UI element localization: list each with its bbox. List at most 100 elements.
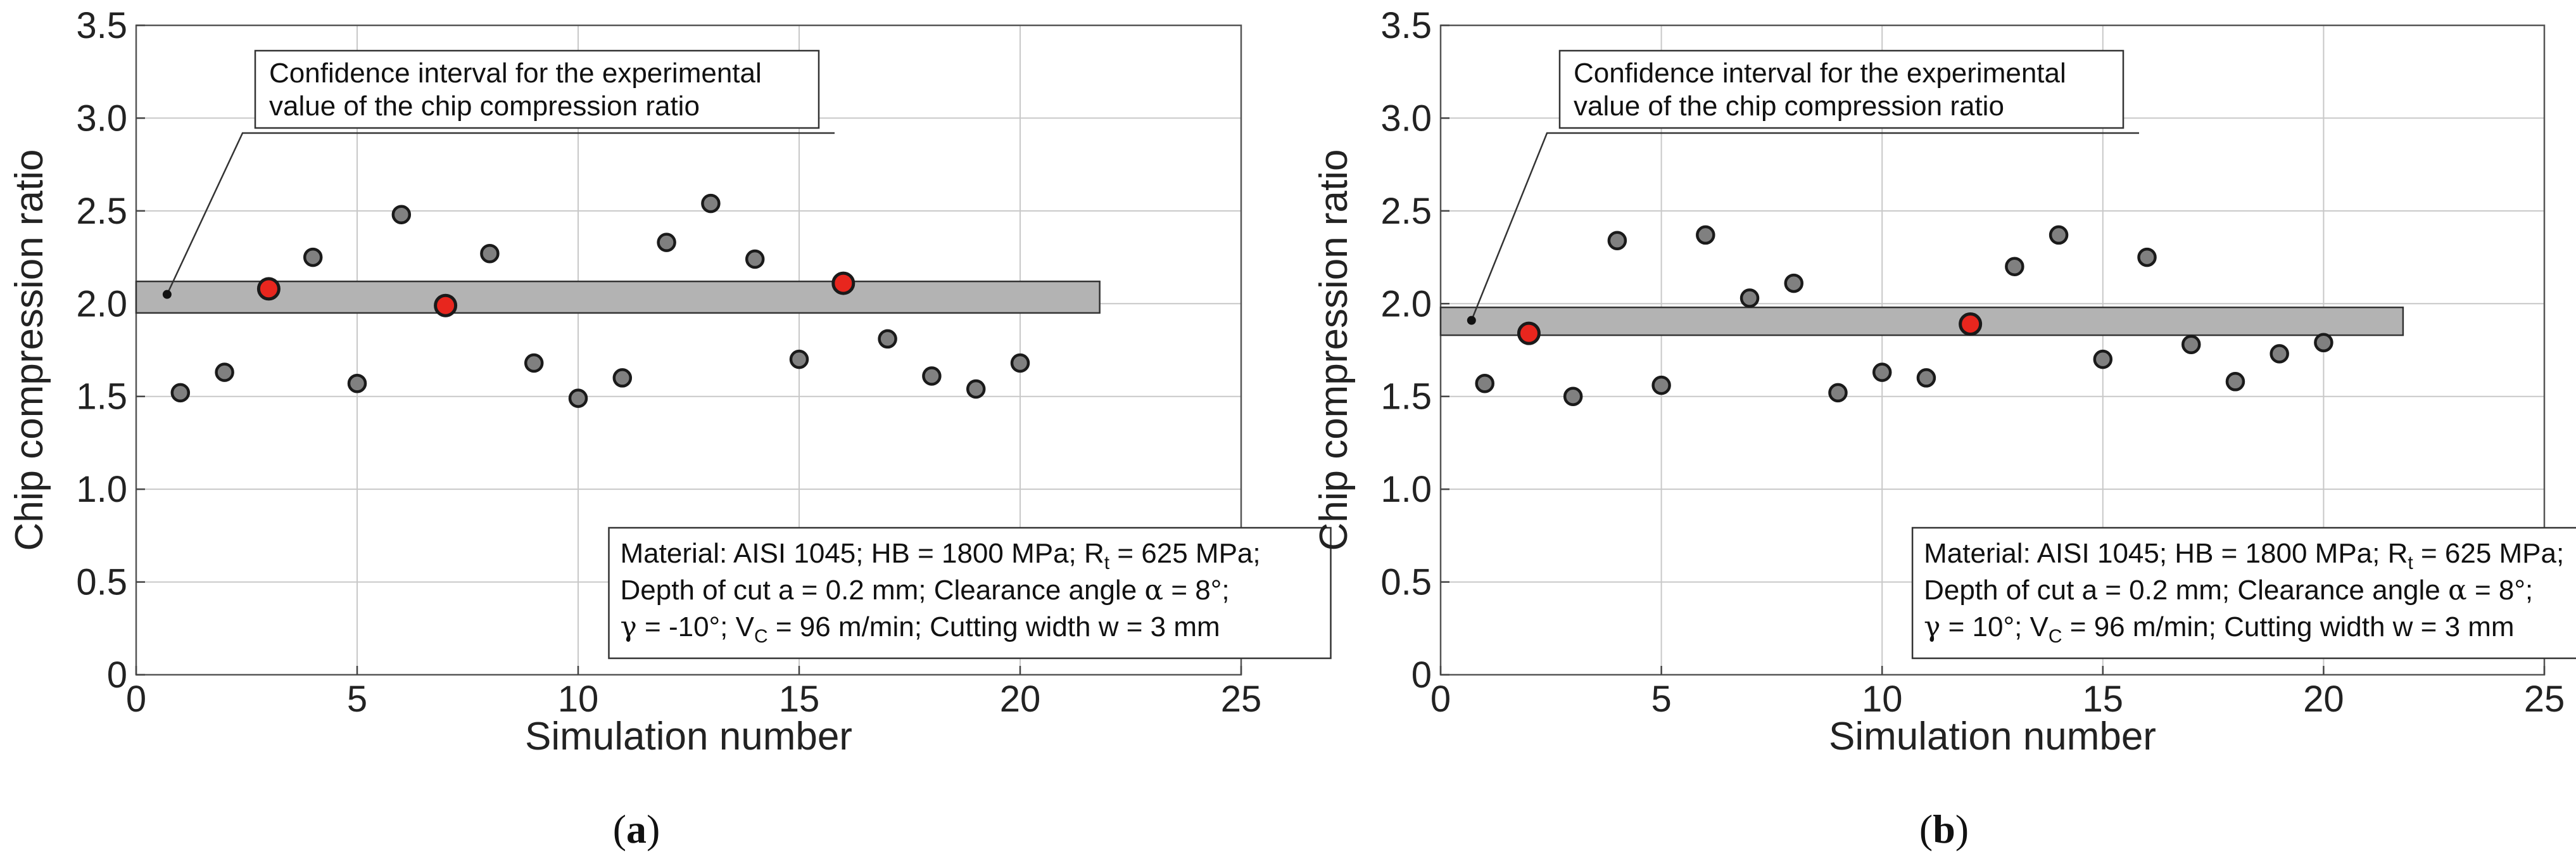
parameters-text: = 8°; (2467, 575, 2533, 606)
x-tick-label: 20 (1000, 679, 1041, 720)
data-point (1784, 273, 1804, 293)
data-point (2270, 344, 2289, 364)
y-tick-label: 3.5 (1380, 5, 1432, 46)
parameters-line: γ = -10°; VC = 96 m/min; Cutting width w… (621, 611, 1220, 647)
data-point (170, 383, 191, 403)
parameters-subscript: t (2408, 552, 2413, 573)
y-tick-label: 2.0 (1380, 283, 1432, 324)
y-axis-title: Chip compression ratio (8, 149, 51, 551)
parameters-text: = 96 m/min; Cutting width w = 3 mm (2062, 611, 2515, 642)
parameters-text: Material: AISI 1045; HB = 1800 MPa; R (621, 538, 1104, 569)
data-point (2225, 372, 2245, 392)
parameters-text: Depth of cut a = 0.2 mm; Clearance angle (621, 575, 1145, 606)
data-point (1563, 386, 1583, 406)
y-tick-label: 2.5 (76, 191, 127, 232)
y-tick-label: 3.0 (1380, 98, 1432, 139)
parameters-greek-symbol: α (1144, 574, 1163, 606)
x-axis-title: Simulation number (525, 715, 852, 758)
plot-frame (135, 24, 1242, 676)
panel-label: (a) (613, 807, 660, 852)
annotation-text: value of the chip compression ratio (269, 91, 700, 122)
data-point (966, 379, 986, 399)
parameters-text: Depth of cut a = 0.2 mm; Clearance angle (1924, 575, 2448, 606)
parameters-greek-symbol: γ (1924, 611, 1940, 643)
data-point (745, 249, 765, 269)
data-point (568, 388, 588, 408)
y-tick-label: 0 (1411, 654, 1432, 696)
y-tick-label: 2.0 (76, 283, 127, 324)
data-point (480, 243, 500, 264)
data-point (1696, 225, 1715, 245)
parameters-box (1911, 527, 2576, 660)
x-tick-label: 10 (558, 679, 599, 720)
parameters-greek-symbol: γ (621, 611, 637, 643)
annotation-text: value of the chip compression ratio (1574, 91, 2004, 122)
annotation-leader-line (166, 132, 835, 295)
data-point (701, 193, 721, 214)
x-axis-title: Simulation number (1829, 715, 2156, 758)
annotation-pointer-dot (1467, 316, 1476, 325)
annotation-leader-line (1470, 132, 2139, 321)
data-point (1739, 288, 1760, 308)
parameters-text: = 10°; V (1940, 611, 2049, 642)
annotation-box (1558, 49, 2125, 129)
panel-label: (b) (1919, 807, 1969, 852)
parameters-line: Material: AISI 1045; HB = 1800 MPa; Rt =… (1924, 538, 2564, 573)
parameters-text: = 96 m/min; Cutting width w = 3 mm (768, 611, 1220, 642)
data-point-highlighted (256, 277, 281, 301)
chart-panel-b: 0 5 10 15 20 25 0 0.5 1.0 1.5 2.0 2.5 3.0 3.5 Simulati… (1312, 5, 2576, 852)
x-tick-label: 5 (1651, 679, 1671, 720)
y-tick-label: 0.5 (76, 562, 127, 603)
x-tick-label: 0 (126, 679, 146, 720)
panel-label-close: ) (1955, 807, 1969, 852)
x-tick-label: 25 (1221, 679, 1262, 720)
parameters-subscript: t (1104, 552, 1110, 573)
parameters-subscript: C (754, 626, 768, 647)
parameters-box (608, 527, 1332, 660)
data-point (1475, 373, 1494, 393)
x-tick-label: 10 (1862, 679, 1903, 720)
parameters-text: = 8°; (1163, 575, 1229, 606)
data-point (1010, 353, 1030, 373)
parameters-text: = 625 MPa; (2413, 538, 2564, 569)
y-tick-label: 0 (107, 654, 127, 696)
data-point (2137, 247, 2157, 267)
data-point (878, 329, 897, 349)
parameters-greek-symbol: α (2448, 574, 2467, 606)
x-tick-label: 25 (2524, 679, 2565, 720)
parameters-line: Depth of cut a = 0.2 mm; Clearance angle… (621, 574, 1230, 606)
plot-frame (1439, 24, 2546, 676)
panel-label-letter: a (626, 807, 647, 852)
parameters-text: = -10°; V (637, 611, 755, 642)
y-tick-label: 2.5 (1380, 191, 1432, 232)
annotation-text: Confidence interval for the experimental (269, 58, 762, 89)
panel-label-letter: b (1933, 807, 1955, 852)
data-point (524, 353, 544, 373)
y-tick-label: 1.0 (76, 469, 127, 510)
x-tick-label: 15 (779, 679, 820, 720)
data-point (1651, 375, 1671, 395)
data-point (1828, 383, 1848, 403)
data-point (2093, 349, 2113, 369)
data-point (657, 233, 676, 252)
data-point-highlighted (1517, 321, 1541, 345)
annotation-pointer-dot (162, 290, 172, 299)
chart-panel-a: 0 5 10 15 20 25 0 0.5 1.0 1.5 2.0 2.5 3.0 3.5 Simulati… (8, 5, 1332, 852)
data-point (1872, 362, 1892, 382)
data-point (2314, 333, 2333, 353)
data-point (347, 373, 367, 393)
y-tick-label: 0.5 (1380, 562, 1432, 603)
annotation-text: Confidence interval for the experimental (1574, 58, 2066, 89)
parameters-line: Depth of cut a = 0.2 mm; Clearance angle… (1924, 574, 2533, 606)
data-point (922, 366, 942, 386)
data-point (612, 368, 633, 388)
x-tick-label: 20 (2303, 679, 2344, 720)
data-point (303, 247, 323, 267)
panel-label-close: ) (647, 807, 660, 852)
x-tick-label: 5 (347, 679, 367, 720)
data-point (391, 205, 412, 224)
parameters-text: = 625 MPa; (1109, 538, 1260, 569)
data-point (1916, 368, 1936, 388)
data-point-highlighted (831, 271, 856, 295)
